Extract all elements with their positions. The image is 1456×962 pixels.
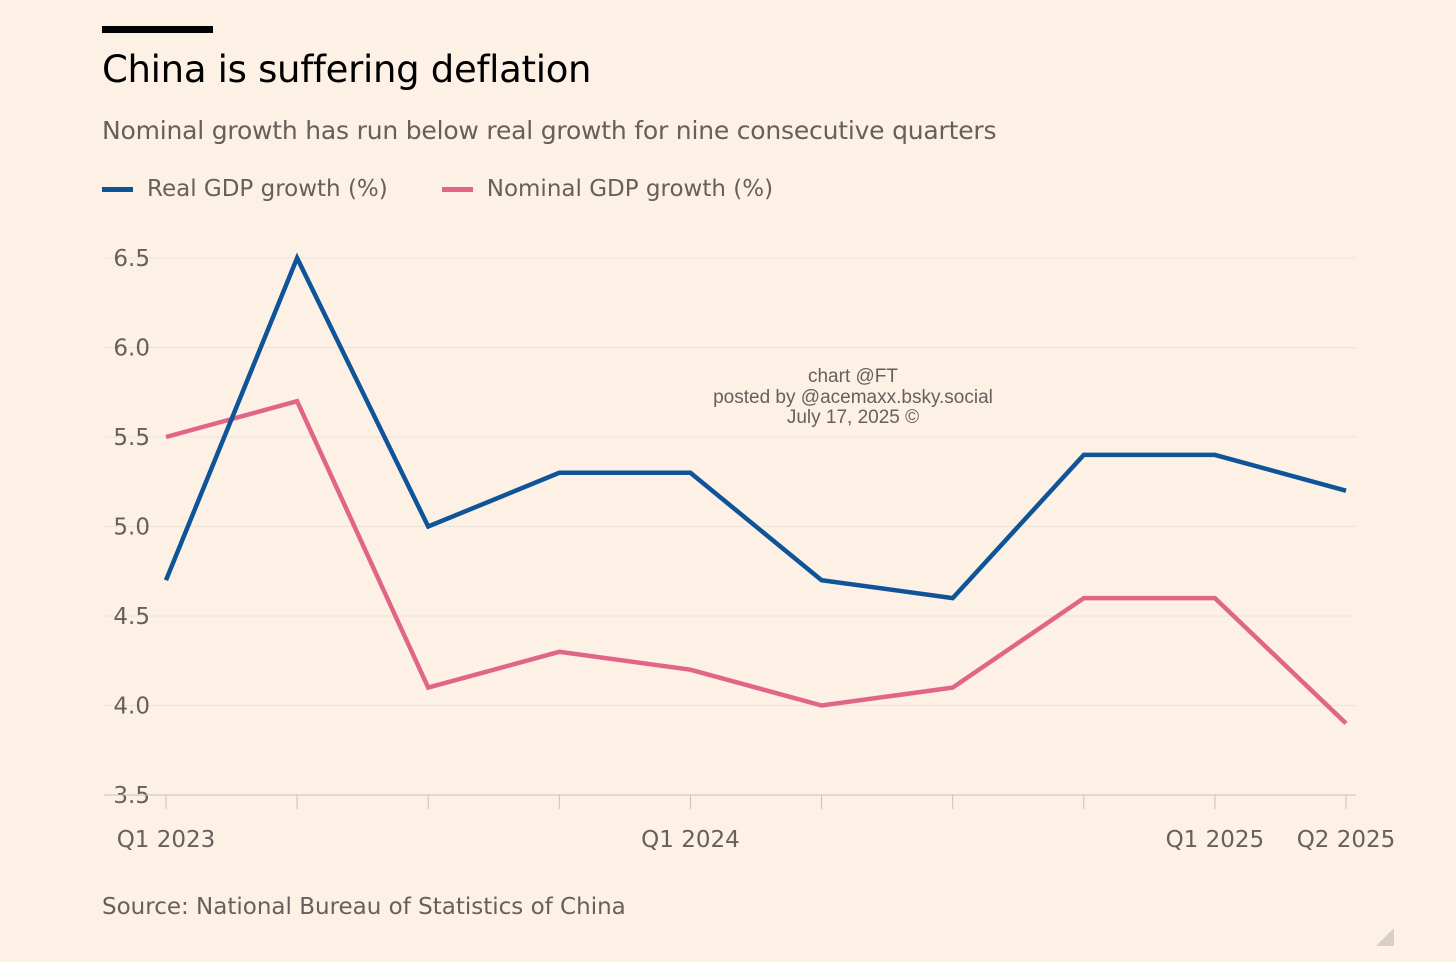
x-tick-label: Q1 2025: [1166, 827, 1265, 853]
legend: Real GDP growth (%) Nominal GDP growth (…: [102, 176, 827, 202]
y-tick-label: 6.5: [113, 246, 150, 272]
legend-item-nominal: Nominal GDP growth (%): [441, 176, 774, 202]
y-tick-label: 4.0: [113, 694, 150, 720]
legend-swatch-real: [102, 186, 133, 192]
watermark-line-2: posted by @acemaxx.bsky.social: [713, 387, 993, 408]
legend-item-real: Real GDP growth (%): [102, 176, 388, 202]
y-tick-label: 5.5: [113, 425, 150, 451]
resize-handle-icon: [1376, 928, 1394, 946]
y-tick-label: 4.5: [113, 604, 150, 630]
series-line-real-gdp: [163, 252, 1347, 601]
gridlines: [104, 257, 1356, 706]
x-tick-label: Q1 2023: [117, 827, 216, 853]
legend-label-real: Real GDP growth (%): [147, 176, 388, 202]
x-tick-label: Q1 2024: [641, 827, 740, 853]
x-tick-label: Q2 2025: [1297, 827, 1396, 853]
y-axis-tick-labels: 3.5 4.0 4.5 5.0 5.5 6.0 6.5: [113, 246, 150, 809]
chart-subtitle: Nominal growth has run below real growth…: [102, 116, 997, 145]
series-line-nominal-gdp: [165, 398, 1348, 726]
y-tick-label: 3.5: [113, 783, 150, 809]
y-tick-label: 5.0: [113, 515, 150, 541]
x-axis: Q1 2023 Q1 2024 Q1 2025 Q2 2025: [104, 794, 1396, 853]
y-tick-label: 6.0: [113, 336, 150, 362]
watermark: chart @FT posted by @acemaxx.bsky.social…: [713, 366, 993, 428]
chart-title: China is suffering deflation: [102, 48, 592, 91]
series-lines: [163, 252, 1348, 726]
legend-swatch-nominal: [441, 186, 473, 192]
title-accent-bar: [102, 26, 213, 33]
watermark-line-3: July 17, 2025 ©: [787, 407, 919, 428]
legend-label-nominal: Nominal GDP growth (%): [486, 176, 774, 202]
source-note: Source: National Bureau of Statistics of…: [102, 894, 626, 920]
watermark-line-1: chart @FT: [808, 366, 898, 387]
